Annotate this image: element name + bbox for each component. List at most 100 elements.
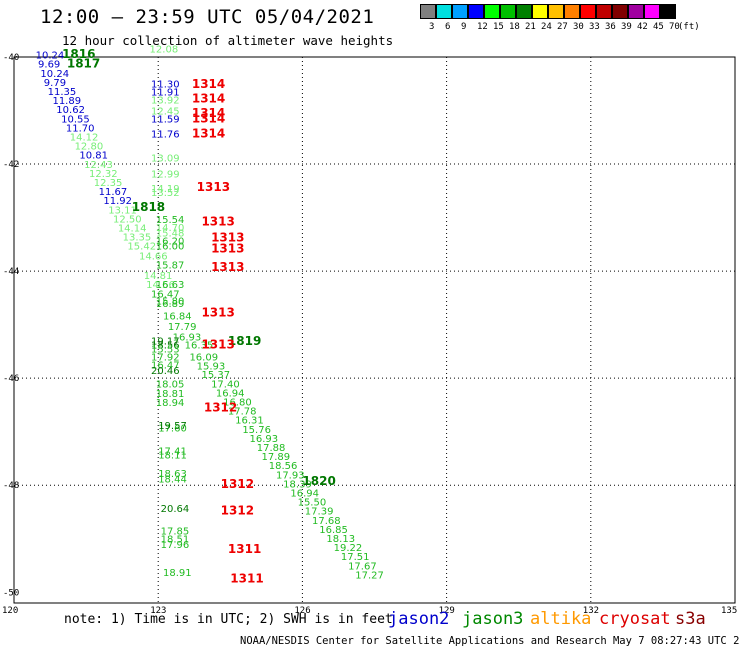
- pass-time-label: 1313: [201, 338, 234, 352]
- wave-height-value: 10.24: [40, 69, 69, 80]
- wave-height-value: 16.09: [189, 353, 218, 364]
- wave-height-value: 14.66: [139, 251, 168, 262]
- wave-height-value: 17.27: [355, 570, 384, 581]
- jason2-label: jason2: [388, 609, 450, 629]
- legend-swatch: [564, 4, 580, 19]
- wave-height-value: 9.79: [44, 78, 66, 89]
- wave-height-value: 16.93: [250, 434, 279, 445]
- page-title: 12:00 – 23:59 UTC 05/04/2021: [40, 6, 375, 28]
- legend-label: 30: [573, 22, 584, 32]
- legend-label: 3: [429, 22, 435, 32]
- wave-height-value: 18.51: [161, 535, 190, 546]
- cryosat-label: cryosat: [599, 609, 671, 629]
- pass-time-label: 1314: [192, 111, 225, 125]
- wave-height-value: 17.41: [158, 447, 187, 458]
- wave-height-value: 15.53: [151, 344, 180, 355]
- wave-height-value: 16.35: [185, 341, 214, 352]
- wave-height-value: 17.68: [312, 516, 341, 527]
- wave-height-value: 11.30: [151, 80, 180, 91]
- wave-height-value: 18.91: [163, 568, 192, 579]
- legend-swatch: [596, 4, 612, 19]
- wave-height-value: 15.76: [242, 425, 271, 436]
- wave-height-value: 12.32: [89, 169, 118, 180]
- wave-height-value: 13.35: [123, 233, 152, 244]
- wave-height-value: 17.93: [276, 470, 305, 481]
- wave-height-value: 16.93: [173, 333, 202, 344]
- wave-height-value: 10.81: [79, 151, 108, 162]
- legend-swatch: [452, 4, 468, 19]
- wave-height-value: 16.85: [319, 525, 348, 536]
- source-footer: NOAA/NESDIS Center for Satellite Applica…: [240, 635, 740, 647]
- wave-height-value: 14.56: [146, 280, 175, 291]
- pass-time-label: 1820: [302, 474, 335, 488]
- wave-height-value: 12.08: [150, 45, 179, 56]
- wave-height-value: 18.11: [158, 450, 187, 461]
- legend-label: 24: [541, 22, 552, 32]
- legend-label: 15: [493, 22, 504, 32]
- legend-swatch: [420, 4, 436, 19]
- legend-label: 9: [461, 22, 467, 32]
- pass-time-label: 1313: [211, 231, 244, 245]
- legend-swatch: [548, 4, 564, 19]
- pass-time-label: 1313: [201, 215, 234, 229]
- longitude-tick-label: 132: [583, 606, 599, 616]
- wave-height-value: 13.09: [151, 153, 180, 164]
- wave-height-value: 17.96: [161, 540, 190, 551]
- wave-height-value: 12.99: [151, 169, 180, 180]
- wave-height-value: 19.57: [158, 421, 187, 432]
- wave-height-value: 10.62: [56, 105, 85, 116]
- legend-label: 39: [621, 22, 632, 32]
- wave-height-value: 14.70: [156, 223, 185, 234]
- wave-height-value: 16.89: [156, 299, 185, 310]
- pass-time-label: 1311: [230, 572, 263, 586]
- pass-time-label: 1312: [221, 504, 254, 518]
- wave-height-value: 17.78: [228, 407, 257, 418]
- longitude-tick-label: 135: [721, 606, 737, 616]
- pass-time-label: 1816: [62, 47, 95, 61]
- wave-height-value: 12.50: [113, 214, 142, 225]
- wave-height-value: 16.94: [216, 388, 245, 399]
- pass-time-label: 1818: [132, 200, 165, 214]
- latitude-tick-label: -50: [3, 588, 19, 598]
- pass-time-label: 1314: [192, 106, 225, 120]
- legend-label: 6: [445, 22, 451, 32]
- wave-height-value: 17.89: [262, 452, 291, 463]
- legend-swatch: [468, 4, 484, 19]
- wave-height-value: 17.92: [151, 353, 180, 364]
- wave-height-value: 15.93: [197, 362, 226, 373]
- wave-height-value: 13.52: [151, 188, 180, 199]
- wave-height-value: 15.37: [201, 370, 230, 381]
- pass-time-label: 1313: [211, 241, 244, 255]
- wave-height-value: 11.35: [48, 87, 77, 98]
- altika-label: altika: [530, 609, 592, 629]
- wave-height-value: 16.00: [156, 242, 185, 253]
- wave-height-value: 13.11: [108, 205, 137, 216]
- wave-height-value: 14.81: [144, 271, 173, 282]
- wave-height-value: 20.46: [151, 366, 180, 377]
- wave-height-value: 12.43: [84, 160, 113, 171]
- map-frame: [13, 56, 736, 604]
- pass-time-label: 1312: [221, 477, 254, 491]
- wave-height-value: 16.31: [235, 416, 264, 427]
- pass-time-label: 1314: [192, 77, 225, 91]
- wave-height-value: 17.85: [161, 526, 190, 537]
- wave-height-value: 18.94: [156, 398, 185, 409]
- legend-label: 33: [589, 22, 600, 32]
- wave-height-value: 11.59: [151, 114, 180, 125]
- wave-height-value: 15.87: [156, 260, 185, 271]
- wave-height-value: 18.44: [158, 475, 187, 486]
- legend-label: 27: [557, 22, 568, 32]
- legend-swatch: [532, 4, 548, 19]
- wave-height-value: 18.81: [156, 389, 185, 400]
- latitude-tick-label: -48: [3, 481, 19, 491]
- units-note: note: 1) Time is in UTC; 2) SWH is in fe…: [64, 612, 393, 627]
- legend-swatch: [484, 4, 500, 19]
- wave-height-value: 17.88: [257, 443, 286, 454]
- legend-label: 42: [637, 22, 648, 32]
- wave-height-value: 18.39: [283, 479, 312, 490]
- wave-height-value: 15.80: [156, 296, 185, 307]
- pass-time-label: 1314: [192, 126, 225, 140]
- wave-height-value: 12.45: [151, 106, 180, 117]
- wave-height-value: 11.76: [151, 129, 180, 140]
